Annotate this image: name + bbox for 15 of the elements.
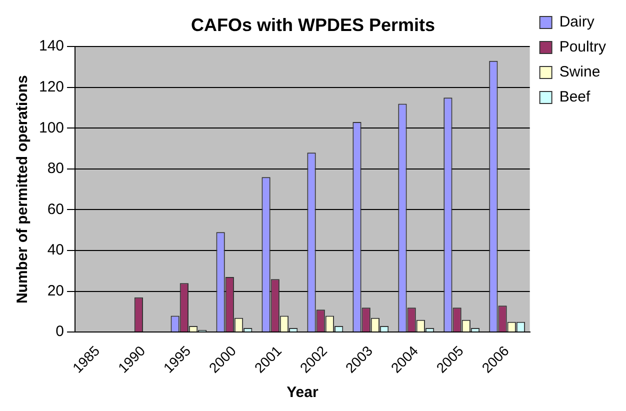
y-tick-label: 100: [38, 119, 64, 136]
y-tick-label: 20: [47, 282, 64, 300]
y-tick-label: 120: [38, 78, 64, 96]
y-tick-label: 60: [47, 200, 64, 218]
legend-label: Poultry: [559, 38, 606, 56]
chart-title: CAFOs with WPDES Permits: [190, 14, 436, 35]
y-axis-title: Number of permitted operations: [14, 75, 32, 304]
y-tick-label: 40: [47, 242, 64, 259]
y-tick-label: 140: [38, 38, 64, 55]
y-tick-label: 0: [56, 323, 64, 340]
legend-label: Swine: [559, 64, 600, 81]
y-tick-label: 80: [47, 160, 64, 178]
legend-label: Beef: [559, 88, 592, 106]
x-axis-title: Year: [286, 384, 318, 402]
legend-label: Dairy: [559, 14, 595, 31]
